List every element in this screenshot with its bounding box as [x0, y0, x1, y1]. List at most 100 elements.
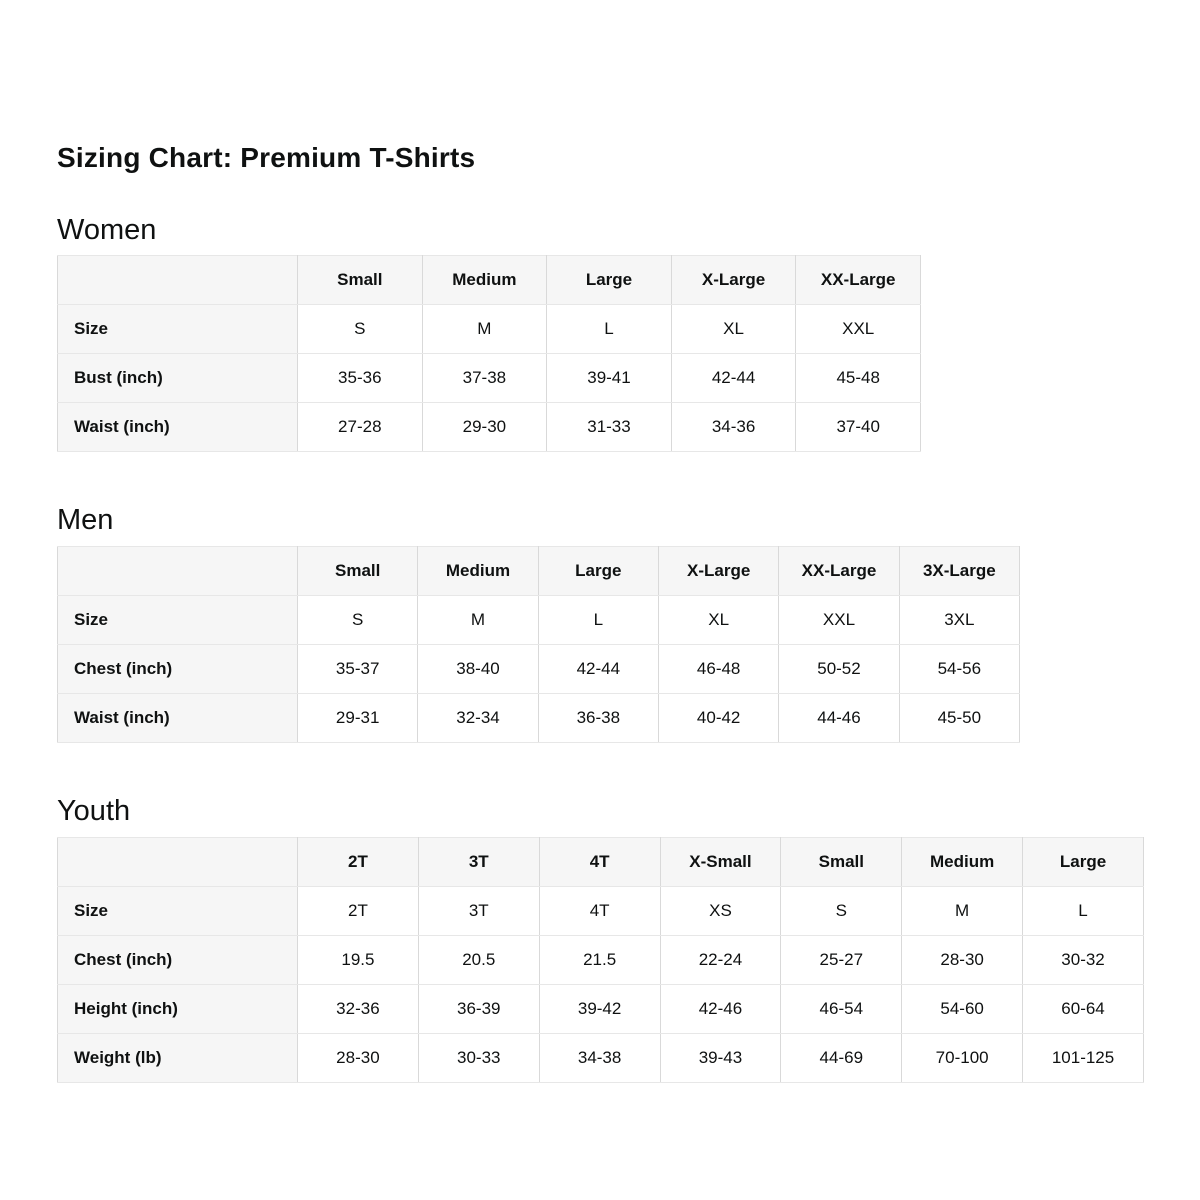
size-value-cell: 45-48 — [795, 353, 921, 404]
table-row: Size 2T 3T 4T XS S M L — [57, 886, 1144, 937]
size-value-cell: 42-46 — [659, 984, 782, 1035]
size-value-cell: 31-33 — [546, 402, 672, 453]
size-value-cell: 27-28 — [297, 402, 423, 453]
size-value-cell: 28-30 — [297, 1033, 419, 1084]
section-youth: Youth 2T 3T 4T X-Small Small Medium Large Size 2… — [57, 795, 1200, 1084]
row-label-cell: Size — [57, 595, 298, 646]
page-title: Sizing Chart: Premium T-Shirts — [57, 142, 476, 173]
women-size-table: Small Medium Large X-Large XX-Large Size S M L XL… — [57, 255, 921, 453]
row-label-cell: Chest (inch) — [57, 935, 298, 986]
section-women: Women Small Medium Large X-Large XX-Large Siz… — [57, 213, 1200, 453]
size-value-cell: 37-40 — [795, 402, 921, 453]
row-label-cell: Chest (inch) — [57, 644, 298, 695]
size-value-cell: M — [421, 304, 548, 355]
column-header-cell: Medium — [417, 546, 539, 597]
table-row: Weight (lb) 28-30 30-33 34-38 39-43 44-69 70-1… — [57, 1033, 1144, 1084]
size-value-cell: 30-33 — [417, 1033, 540, 1084]
section-heading-men: Men — [57, 504, 114, 537]
column-header-cell: X-Small — [659, 837, 782, 888]
table-row: Chest (inch) 35-37 38-40 42-44 46-48 50-52 54-… — [57, 644, 1021, 695]
size-value-cell: 54-60 — [901, 984, 1024, 1035]
table-row: Waist (inch) 29-31 32-34 36-38 40-42 44-46 45-… — [57, 693, 1021, 744]
section-heading-women: Women — [57, 213, 157, 246]
column-header-cell: Medium — [421, 255, 548, 306]
row-label-cell: Waist (inch) — [57, 402, 298, 453]
youth-size-table: 2T 3T 4T X-Small Small Medium Large Size 2T 3T 4T X… — [57, 837, 1144, 1084]
size-value-cell: XS — [659, 886, 782, 937]
size-value-cell: 19.5 — [297, 935, 419, 986]
size-value-cell: S — [296, 595, 419, 646]
table-row: Size S M L XL XXL 3XL — [57, 595, 1021, 646]
size-value-cell: 25-27 — [780, 935, 903, 986]
size-value-cell: 39-41 — [546, 353, 672, 404]
column-header-cell: Small — [296, 546, 419, 597]
size-value-cell: 37-38 — [421, 353, 548, 404]
column-header-cell: Large — [537, 546, 659, 597]
section-heading-youth: Youth — [57, 795, 131, 828]
size-value-cell: 70-100 — [901, 1033, 1024, 1084]
size-value-cell: XL — [670, 304, 797, 355]
row-label-cell: Height (inch) — [57, 984, 298, 1035]
men-size-table: Small Medium Large X-Large XX-Large 3X-Large S… — [57, 546, 1021, 744]
column-header-cell: 2T — [297, 837, 419, 888]
column-header-row: 2T 3T 4T X-Small Small Medium Large — [57, 837, 1144, 888]
size-value-cell: 101-125 — [1022, 1033, 1144, 1084]
corner-cell — [57, 837, 298, 888]
size-value-cell: 22-24 — [659, 935, 782, 986]
size-value-cell: 3XL — [898, 595, 1021, 646]
size-value-cell: 44-46 — [778, 693, 900, 744]
size-value-cell: 40-42 — [657, 693, 780, 744]
size-value-cell: 35-37 — [296, 644, 419, 695]
column-header-row: Small Medium Large X-Large XX-Large — [57, 255, 921, 306]
size-value-cell: M — [417, 595, 539, 646]
size-value-cell: 46-54 — [780, 984, 903, 1035]
row-label-cell: Size — [57, 304, 298, 355]
size-value-cell: 45-50 — [898, 693, 1021, 744]
column-header-cell: Small — [297, 255, 423, 306]
table-row: Height (inch) 32-36 36-39 39-42 42-46 46-54 54… — [57, 984, 1144, 1035]
size-value-cell: L — [1022, 886, 1144, 937]
column-header-cell: XX-Large — [795, 255, 921, 306]
size-value-cell: 36-39 — [417, 984, 540, 1035]
table-row: Size S M L XL XXL — [57, 304, 921, 355]
size-value-cell: XL — [657, 595, 780, 646]
column-header-cell: Large — [1022, 837, 1144, 888]
column-header-cell: Small — [780, 837, 903, 888]
size-value-cell: S — [297, 304, 423, 355]
corner-cell — [57, 546, 298, 597]
size-value-cell: 60-64 — [1022, 984, 1144, 1035]
size-value-cell: 42-44 — [670, 353, 797, 404]
size-value-cell: 38-40 — [417, 644, 539, 695]
row-label-cell: Bust (inch) — [57, 353, 298, 404]
size-value-cell: M — [901, 886, 1024, 937]
size-value-cell: XXL — [795, 304, 921, 355]
size-value-cell: 39-42 — [538, 984, 661, 1035]
size-value-cell: 29-31 — [296, 693, 419, 744]
size-value-cell: 21.5 — [538, 935, 661, 986]
table-row: Waist (inch) 27-28 29-30 31-33 34-36 37-40 — [57, 402, 921, 453]
size-value-cell: 44-69 — [780, 1033, 903, 1084]
size-value-cell: L — [537, 595, 659, 646]
corner-cell — [57, 255, 298, 306]
size-value-cell: 42-44 — [537, 644, 659, 695]
size-value-cell: 46-48 — [657, 644, 780, 695]
section-men: Men Small Medium Large X-Large XX-Large 3X-La… — [57, 504, 1200, 744]
size-value-cell: 20.5 — [417, 935, 540, 986]
column-header-cell: 3X-Large — [898, 546, 1021, 597]
row-label-cell: Weight (lb) — [57, 1033, 298, 1084]
size-value-cell: 30-32 — [1022, 935, 1144, 986]
size-value-cell: 50-52 — [778, 644, 900, 695]
table-row: Bust (inch) 35-36 37-38 39-41 42-44 45-48 — [57, 353, 921, 404]
size-value-cell: 3T — [417, 886, 540, 937]
size-value-cell: 32-36 — [297, 984, 419, 1035]
size-value-cell: 2T — [297, 886, 419, 937]
size-value-cell: 34-38 — [538, 1033, 661, 1084]
table-row: Chest (inch) 19.5 20.5 21.5 22-24 25-27 28-30 3… — [57, 935, 1144, 986]
size-value-cell: 32-34 — [417, 693, 539, 744]
sizing-chart-page: Sizing Chart: Premium T-Shirts Women Sma… — [57, 142, 1200, 1084]
column-header-cell: XX-Large — [778, 546, 900, 597]
size-value-cell: 35-36 — [297, 353, 423, 404]
size-value-cell: 4T — [538, 886, 661, 937]
column-header-cell: 3T — [417, 837, 540, 888]
column-header-cell: Large — [546, 255, 672, 306]
